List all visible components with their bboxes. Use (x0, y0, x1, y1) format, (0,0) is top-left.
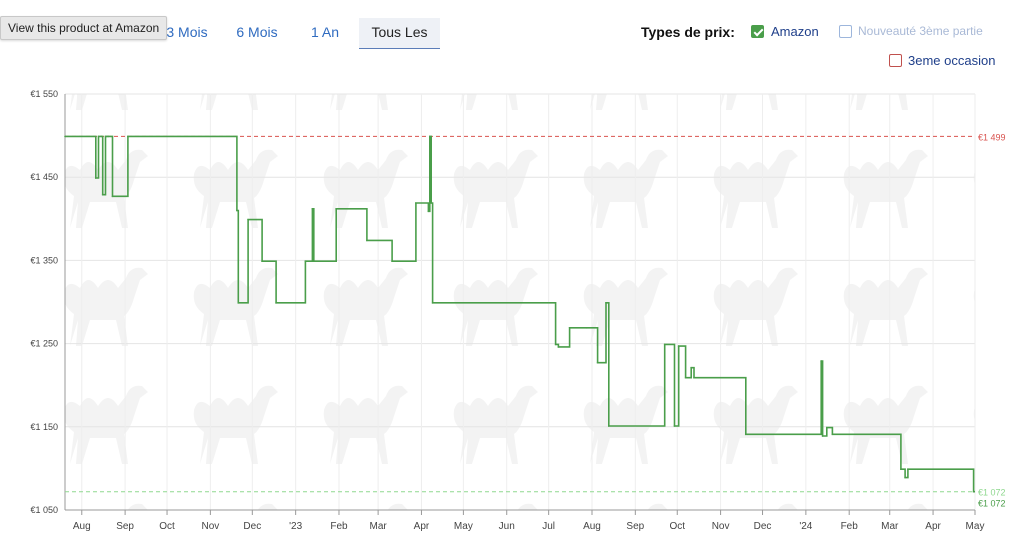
price-point (97, 135, 100, 138)
price-point (673, 425, 676, 427)
price-point (94, 177, 97, 179)
price-point (585, 326, 588, 329)
y-tick-label: €1 250 (30, 339, 58, 349)
y-tick-label: €1 150 (30, 422, 58, 432)
price-point (826, 426, 828, 429)
price-point (64, 135, 66, 138)
x-tick-label: '24 (799, 521, 812, 532)
x-tick-label: Mar (370, 521, 388, 532)
x-tick-label: Oct (159, 521, 175, 532)
price-point (247, 218, 249, 221)
chart-grid (64, 93, 976, 511)
price-point (415, 202, 417, 204)
x-tick-label: Feb (841, 521, 859, 532)
used-third-party-checkbox[interactable] (889, 54, 902, 67)
price-point (431, 302, 434, 304)
price-point (237, 302, 240, 304)
price-point (304, 260, 307, 263)
price-point (100, 135, 103, 138)
max-price-label: €1 499 (978, 132, 1006, 142)
price-point (557, 346, 560, 348)
current-price-label: €1 072 (978, 499, 1006, 509)
range-all-button[interactable]: Tous Les (359, 18, 440, 49)
reference-lines: €1 499 €1 072€1 072 (65, 132, 1006, 509)
x-tick-label: May (454, 521, 473, 532)
price-point (311, 208, 314, 210)
y-tick-label: €1 450 (30, 172, 58, 182)
amazon-tooltip: View this product at Amazon (0, 16, 168, 40)
x-tick-label: '23 (289, 521, 302, 532)
price-point (430, 202, 433, 204)
price-point (366, 239, 368, 242)
x-tick-label: Nov (201, 521, 219, 532)
x-tick-label: Feb (330, 521, 348, 532)
price-point (693, 376, 695, 379)
price-point (111, 195, 114, 198)
x-tick-label: May (966, 521, 985, 532)
price-point (677, 345, 680, 347)
min-price-label: €1 072 (978, 488, 1006, 498)
price-point (690, 366, 693, 369)
price-point (127, 135, 129, 138)
price-point (104, 135, 107, 138)
price-point (831, 433, 834, 436)
y-tick-label: €1 550 (30, 89, 58, 99)
x-tick-label: Apr (414, 521, 430, 532)
price-point (605, 302, 607, 304)
y-tick-label: €1 350 (30, 255, 58, 265)
x-tick-label: Aug (583, 521, 601, 532)
x-tick-label: Mar (881, 521, 899, 532)
price-point (101, 193, 104, 196)
x-tick-label: Sep (116, 521, 134, 532)
range-6-months-button[interactable]: 6 Mois (236, 24, 278, 40)
x-tick-label: Aug (73, 521, 91, 532)
range-3-months-button[interactable]: 3 Mois (166, 24, 208, 40)
price-point (821, 435, 824, 437)
price-point (107, 135, 110, 138)
price-point (335, 208, 337, 210)
price-point (607, 425, 610, 427)
price-point (972, 490, 975, 493)
price-point (391, 260, 393, 263)
x-tick-label: Dec (754, 521, 772, 532)
price-point (568, 326, 571, 329)
range-1-year-button[interactable]: 1 An (310, 24, 340, 40)
price-point (907, 468, 909, 471)
x-tick-label: Nov (712, 521, 730, 532)
price-point (261, 260, 263, 263)
price-point (427, 210, 430, 213)
x-tick-label: Apr (925, 521, 941, 532)
y-tick-label: €1 050 (30, 505, 58, 515)
price-point (236, 209, 238, 212)
price-types-label: Types de prix: (641, 24, 735, 40)
price-point (429, 135, 431, 138)
new-third-party-checkbox[interactable] (839, 25, 852, 38)
price-point (744, 433, 747, 436)
price-point (275, 302, 277, 304)
amazon-legend-label[interactable]: Amazon (771, 24, 819, 39)
amazon-price-series (64, 135, 975, 493)
x-tick-label: Jul (542, 521, 555, 532)
new-third-party-legend-label[interactable]: Nouveauté 3ème partie (858, 24, 983, 38)
price-point (554, 343, 557, 346)
x-tick-label: Jun (499, 521, 515, 532)
price-point (684, 376, 687, 379)
price-point (904, 476, 906, 479)
price-point (106, 135, 108, 138)
price-point (596, 361, 599, 364)
x-tick-label: Sep (626, 521, 644, 532)
x-tick-label: Dec (243, 521, 261, 532)
x-axis-ticks: Aug Sep Oct Nov Dec '23 Feb Mar Apr May Jun Jul Aug S… (73, 510, 985, 532)
y-axis-ticks: €1 550 €1 450 €1 350 €1 250 €1 150 €1 050 (30, 89, 58, 515)
x-tick-label: Oct (669, 521, 685, 532)
used-third-party-legend-label[interactable]: 3eme occasion (908, 53, 996, 68)
amazon-checkbox[interactable] (751, 25, 764, 38)
price-point (820, 360, 823, 362)
price-point (900, 468, 902, 471)
price-point (663, 343, 666, 346)
price-point (313, 260, 315, 263)
